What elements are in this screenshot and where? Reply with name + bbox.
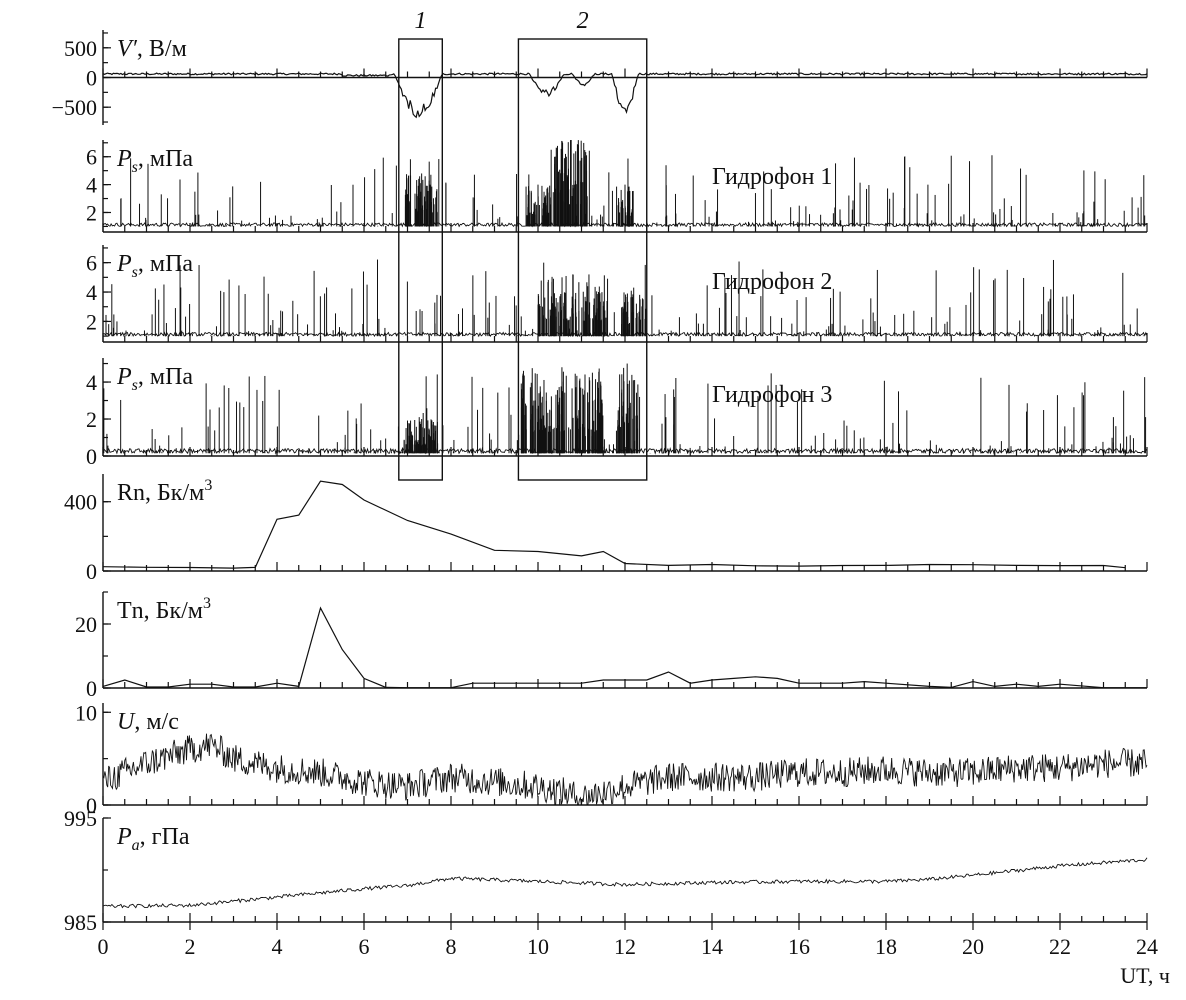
pressure-series: [102, 857, 1148, 909]
y-tick-label: 2: [86, 200, 97, 225]
x-tick-label: 12: [614, 934, 636, 959]
x-tick-label: 20: [962, 934, 984, 959]
x-tick-label: 16: [788, 934, 810, 959]
x-tick-label: 18: [875, 934, 897, 959]
efield-series: [102, 72, 1148, 119]
panel-label: Ps, мПа: [116, 251, 193, 281]
x-tick-label: 2: [185, 934, 196, 959]
x-tick-label: 22: [1049, 934, 1071, 959]
y-tick-label: 2: [86, 309, 97, 334]
panel-label: Tn, Бк/м3: [117, 595, 211, 624]
y-tick-label: 2: [86, 407, 97, 432]
y-tick-label: 4: [86, 173, 97, 198]
x-tick-label: 8: [446, 934, 457, 959]
panel-label: Rn, Бк/м3: [117, 477, 212, 506]
series-name: Гидрофон 1: [712, 164, 832, 190]
y-tick-label: 6: [86, 251, 97, 276]
y-tick-label: 985: [64, 910, 97, 935]
y-tick-label: −500: [52, 95, 97, 120]
panel-label: U, м/с: [117, 709, 179, 735]
panel-hyd2: 6 4 2 Ps, мПа Гидрофон 2: [86, 245, 1148, 343]
series-name: Гидрофон 2: [712, 269, 832, 295]
panel-efield: 500 0 −500 V′, В/м: [52, 30, 1148, 125]
panel-label: V′, В/м: [117, 36, 187, 62]
highlight-box-label: 1: [415, 8, 427, 34]
y-tick-label: 500: [64, 36, 97, 61]
y-tick-label: 0: [86, 559, 97, 584]
y-tick-label: 20: [75, 612, 97, 637]
x-tick-label: 0: [98, 934, 109, 959]
panel-label: Ps, мПа: [116, 146, 193, 176]
panel-radon: 400 0 Rn, Бк/м3: [64, 474, 1148, 584]
wind-series: [102, 733, 1148, 805]
panel-wind: 10 0 U, м/с: [75, 700, 1148, 818]
y-tick-label: 0: [86, 793, 97, 818]
x-axis-label: UT, ч: [1120, 963, 1170, 988]
x-tick-label: 14: [701, 934, 723, 959]
y-tick-label: 0: [86, 444, 97, 469]
series-name: Гидрофон 3: [712, 382, 832, 408]
panel-label: Ps, мПа: [116, 364, 193, 394]
panel-thoron: 20 0 Tn, Бк/м3: [75, 591, 1148, 701]
panel-pressure: 995 985 Pa, гПа: [64, 806, 1148, 935]
highlight-box: [398, 38, 443, 481]
y-tick-label: 10: [75, 700, 97, 725]
y-tick-label: 6: [86, 145, 97, 170]
x-tick-label: 10: [527, 934, 549, 959]
y-tick-label: 0: [86, 66, 97, 91]
y-tick-label: 400: [64, 490, 97, 515]
y-tick-label: 4: [86, 280, 97, 305]
panel-label: Pa, гПа: [116, 824, 190, 854]
highlight-box: [517, 38, 648, 481]
y-tick-label: 4: [86, 370, 97, 395]
y-tick-label: 0: [86, 676, 97, 701]
x-tick-label: 6: [359, 934, 370, 959]
highlight-box-label: 2: [577, 8, 589, 34]
radon-series: [102, 480, 1126, 569]
panel-hyd3: 4 2 0 Ps, мПа Гидрофон 3: [86, 358, 1148, 469]
x-tick-label: 24: [1136, 934, 1158, 959]
x-tick-label: 4: [272, 934, 283, 959]
thoron-series: [102, 606, 1147, 689]
panel-hyd1: 6 42 Ps, мПа Гидрофон 1: [86, 140, 1148, 233]
y-tick-label: 995: [64, 806, 97, 831]
